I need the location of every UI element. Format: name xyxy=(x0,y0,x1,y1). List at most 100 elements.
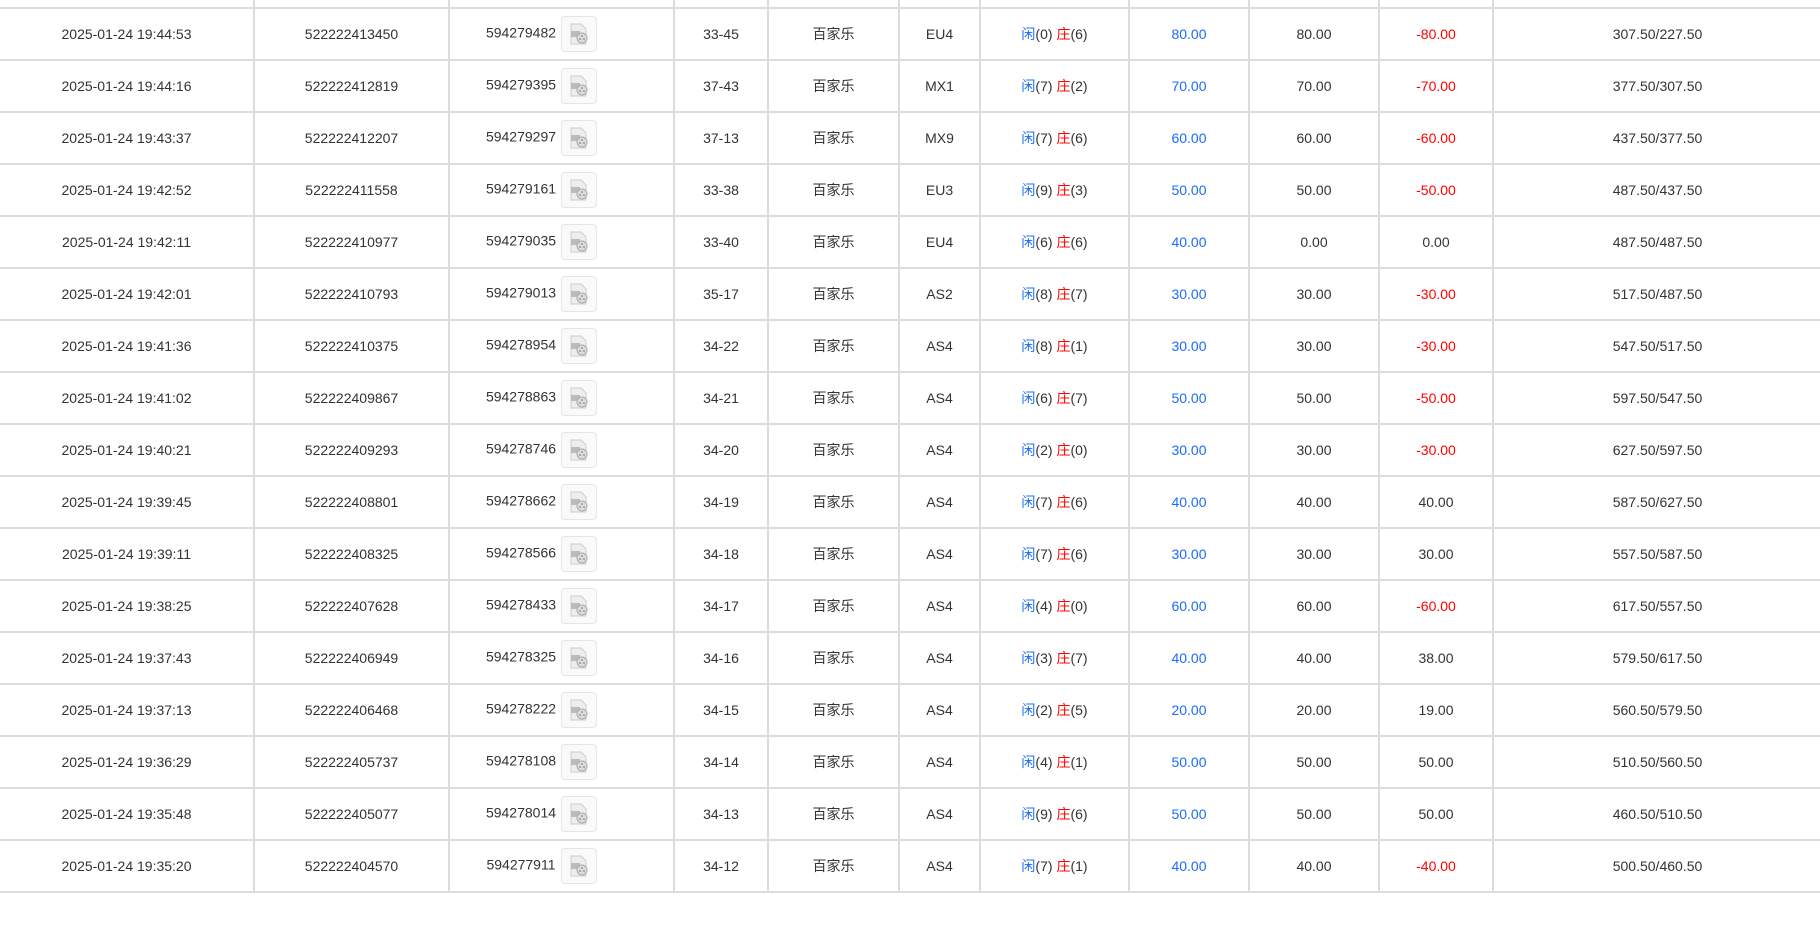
table-code: AS4 xyxy=(898,735,981,789)
banker-label: 庄 xyxy=(1056,130,1071,146)
round-id: 594278954 xyxy=(448,319,675,373)
banker-label: 庄 xyxy=(1056,650,1071,666)
result: 闲(8) 庄(7) xyxy=(979,267,1130,321)
balance-before-after: 617.50/557.50 xyxy=(1492,579,1820,633)
balance-before-after: 500.50/460.50 xyxy=(1492,839,1820,893)
shoe-round: 34-17 xyxy=(673,579,769,633)
game-type: 百家乐 xyxy=(767,423,900,477)
win-loss: -30.00 xyxy=(1378,423,1494,477)
banker-score: (1) xyxy=(1070,858,1088,874)
round-id: 594278325 xyxy=(448,631,675,685)
banker-score: (6) xyxy=(1070,234,1088,250)
balance-before-after: 510.50/560.50 xyxy=(1492,735,1820,789)
round-id: 594279035 xyxy=(448,215,675,269)
bet-time: 2025-01-24 19:35:20 xyxy=(0,839,255,893)
bet-amount: 30.00 xyxy=(1128,319,1250,373)
order-number: 522222410793 xyxy=(253,267,450,321)
bet-time: 2025-01-24 19:43:37 xyxy=(0,111,255,165)
table-code: AS4 xyxy=(898,839,981,893)
bet-time: 2025-01-24 19:39:11 xyxy=(0,527,255,581)
video-file-icon[interactable] xyxy=(561,588,598,624)
video-file-icon[interactable] xyxy=(561,224,598,260)
player-score: (8) xyxy=(1035,338,1053,354)
table-row: 2025-01-24 19:39:11 522222408325 5942785… xyxy=(0,527,1820,581)
table-row: 2025-01-24 19:41:02 522222409867 5942788… xyxy=(0,371,1820,425)
table-code: MX1 xyxy=(898,59,981,113)
video-file-icon[interactable] xyxy=(560,848,597,884)
player-score: (7) xyxy=(1035,546,1053,562)
bet-time: 2025-01-24 19:44:53 xyxy=(0,7,255,61)
bet-time: 2025-01-24 19:37:43 xyxy=(0,631,255,685)
video-file-icon[interactable] xyxy=(561,120,598,156)
game-type: 百家乐 xyxy=(767,787,900,841)
round-id: 594278222 xyxy=(448,683,675,737)
win-loss: -80.00 xyxy=(1378,7,1494,61)
player-score: (4) xyxy=(1035,754,1053,770)
video-file-icon[interactable] xyxy=(561,380,598,416)
balance-before-after: 487.50/437.50 xyxy=(1492,163,1820,217)
banker-score: (1) xyxy=(1070,338,1088,354)
table-row: 2025-01-24 19:35:20 522222404570 5942779… xyxy=(0,839,1820,893)
win-loss: -70.00 xyxy=(1378,59,1494,113)
balance-before-after: 587.50/627.50 xyxy=(1492,475,1820,529)
shoe-round: 34-12 xyxy=(673,839,769,893)
video-file-icon[interactable] xyxy=(561,484,598,520)
video-file-icon[interactable] xyxy=(561,432,598,468)
video-file-icon[interactable] xyxy=(561,796,598,832)
banker-label: 庄 xyxy=(1056,390,1071,406)
player-label: 闲 xyxy=(1021,442,1036,458)
bet-amount: 20.00 xyxy=(1128,683,1250,737)
valid-bet: 30.00 xyxy=(1248,423,1380,477)
player-score: (7) xyxy=(1035,494,1053,510)
video-file-icon[interactable] xyxy=(561,744,598,780)
result: 闲(6) 庄(6) xyxy=(979,215,1130,269)
win-loss: -40.00 xyxy=(1378,839,1494,893)
player-label: 闲 xyxy=(1021,78,1036,94)
shoe-round: 34-18 xyxy=(673,527,769,581)
table-row: 2025-01-24 19:37:13 522222406468 5942782… xyxy=(0,683,1820,737)
result: 闲(2) 庄(0) xyxy=(979,423,1130,477)
bet-amount: 30.00 xyxy=(1128,527,1250,581)
video-file-icon[interactable] xyxy=(561,692,598,728)
player-score: (6) xyxy=(1035,234,1053,250)
player-label: 闲 xyxy=(1021,234,1036,250)
bet-amount: 30.00 xyxy=(1128,423,1250,477)
video-file-icon[interactable] xyxy=(561,276,598,312)
banker-score: (3) xyxy=(1070,182,1088,198)
player-label: 闲 xyxy=(1021,598,1036,614)
video-file-icon[interactable] xyxy=(561,68,598,104)
result: 闲(2) 庄(5) xyxy=(979,683,1130,737)
video-file-icon[interactable] xyxy=(561,328,598,364)
video-file-icon[interactable] xyxy=(561,536,598,572)
bet-amount: 60.00 xyxy=(1128,579,1250,633)
balance-before-after: 557.50/587.50 xyxy=(1492,527,1820,581)
order-number: 522222413450 xyxy=(253,7,450,61)
valid-bet: 30.00 xyxy=(1248,319,1380,373)
table-row: 2025-01-24 19:38:25 522222407628 5942784… xyxy=(0,579,1820,633)
video-file-icon[interactable] xyxy=(561,16,598,52)
win-loss: -60.00 xyxy=(1378,579,1494,633)
video-file-icon[interactable] xyxy=(561,172,598,208)
banker-label: 庄 xyxy=(1056,702,1071,718)
table-code: EU4 xyxy=(898,215,981,269)
banker-score: (1) xyxy=(1070,754,1088,770)
order-number: 522222409293 xyxy=(253,423,450,477)
win-loss: 38.00 xyxy=(1378,631,1494,685)
game-type: 百家乐 xyxy=(767,7,900,61)
result: 闲(9) 庄(3) xyxy=(979,163,1130,217)
balance-before-after: 460.50/510.50 xyxy=(1492,787,1820,841)
video-file-icon[interactable] xyxy=(561,640,598,676)
shoe-round: 34-13 xyxy=(673,787,769,841)
bet-amount: 50.00 xyxy=(1128,735,1250,789)
banker-label: 庄 xyxy=(1056,494,1071,510)
valid-bet: 40.00 xyxy=(1248,839,1380,893)
balance-before-after: 487.50/487.50 xyxy=(1492,215,1820,269)
player-score: (9) xyxy=(1035,182,1053,198)
round-id: 594278566 xyxy=(448,527,675,581)
order-number: 522222408801 xyxy=(253,475,450,529)
round-id: 594278014 xyxy=(448,787,675,841)
player-label: 闲 xyxy=(1021,390,1036,406)
valid-bet: 60.00 xyxy=(1248,579,1380,633)
bet-amount: 40.00 xyxy=(1128,631,1250,685)
game-type: 百家乐 xyxy=(767,111,900,165)
